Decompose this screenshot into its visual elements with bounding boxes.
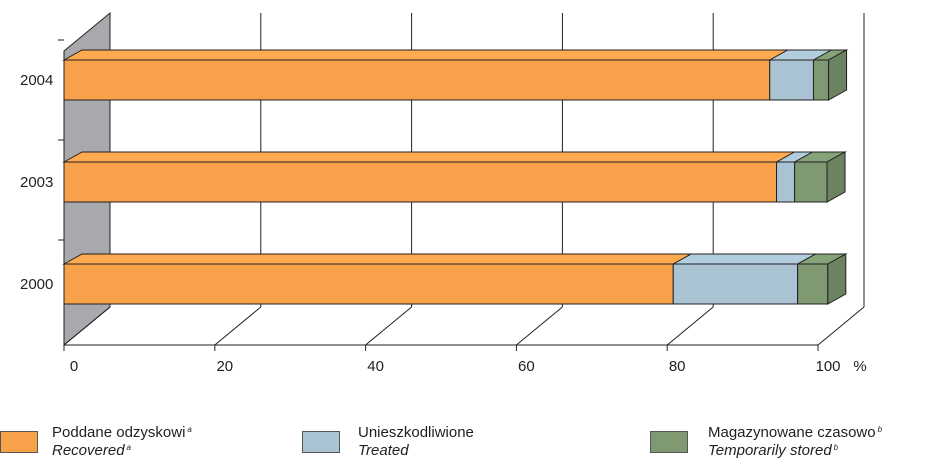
y-category-label-2000: 2000 xyxy=(20,276,53,293)
y-category-label-2003: 2003 xyxy=(20,174,53,191)
legend-swatch-stored xyxy=(650,431,688,453)
legend-note-stored-en: b xyxy=(833,443,839,452)
bar-2003-recovered xyxy=(63,161,778,203)
floor-line-100 xyxy=(817,306,865,346)
floor-line-80 xyxy=(666,306,714,346)
bar-side-2003 xyxy=(826,151,846,203)
legend-label-recovered-pl: Poddane odzyskowi xyxy=(52,424,186,441)
x-tick-label-0: 0 xyxy=(70,358,78,375)
x-tick-label-40: 40 xyxy=(367,358,384,375)
stacked-bar-chart: 0 20 40 60 80 100 % 2004 2003 2000 xyxy=(20,11,867,375)
y-category-label-2004: 2004 xyxy=(20,72,53,89)
bar-2000-temporarily-stored xyxy=(797,263,829,305)
bar-2000-treated xyxy=(672,263,799,305)
bar-2000-recovered xyxy=(63,263,674,305)
bar-side-2000 xyxy=(827,253,847,305)
legend: Poddane odzyskowi a Recovered a Unieszkodl… xyxy=(0,424,930,468)
floor-line-0 xyxy=(63,306,111,346)
floor-line-60 xyxy=(516,306,563,346)
legend-note-recovered-en: a xyxy=(126,443,131,452)
bar-top-2000-treated xyxy=(671,253,818,265)
legend-label-treated-en: Treated xyxy=(358,442,409,459)
legend-label-stored-pl: Magazynowane czasowo xyxy=(708,424,876,441)
bar-top-2000-recovered xyxy=(62,253,694,265)
legend-label-recovered-en: Recovered xyxy=(52,442,125,459)
x-tick-label-80: 80 xyxy=(669,358,686,375)
bar-2004-recovered xyxy=(63,59,771,101)
legend-swatch-treated xyxy=(302,431,340,453)
bar-2003-temporarily-stored xyxy=(794,161,828,203)
legend-swatch-recovered xyxy=(0,431,38,453)
legend-label-stored-en: Temporarily stored xyxy=(708,442,832,459)
bar-2004-treated xyxy=(769,59,814,101)
legend-note-stored: b xyxy=(877,425,883,434)
bar-2004-temporarily-stored xyxy=(812,59,830,101)
axis-labels: 0 20 40 60 80 100 % 2004 2003 2000 xyxy=(20,72,867,375)
bars xyxy=(62,49,849,305)
bar-2003-treated xyxy=(776,161,796,203)
floor-line-40 xyxy=(365,306,412,346)
bar-top-2004-recovered xyxy=(62,49,790,61)
legend-label-treated-pl: Unieszkodliwione xyxy=(358,424,474,441)
x-tick-label-60: 60 xyxy=(518,358,535,375)
bar-top-2003-recovered xyxy=(62,151,797,163)
x-tick-label-100: 100 xyxy=(815,358,840,375)
bar-side-2004 xyxy=(828,49,848,101)
x-unit-label: % xyxy=(853,358,866,375)
x-tick-label-20: 20 xyxy=(216,358,233,375)
floor-line-20 xyxy=(214,306,262,346)
legend-note-recovered: a xyxy=(187,425,192,434)
